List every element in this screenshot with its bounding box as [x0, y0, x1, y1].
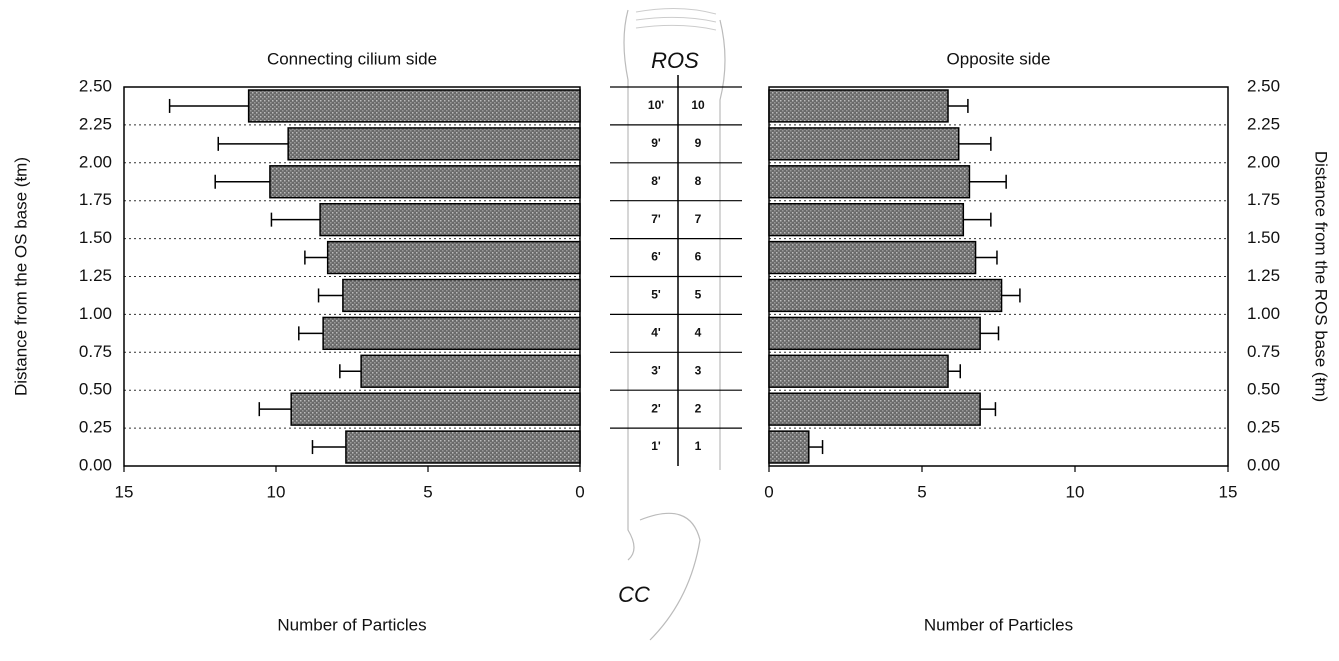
bar	[768, 240, 977, 275]
bar	[768, 165, 971, 199]
bar	[287, 127, 581, 161]
disk-label: 6	[695, 250, 702, 264]
x-tick-label: 15	[1219, 482, 1238, 501]
rod-diagram: ROS CC	[618, 7, 726, 641]
bar	[768, 392, 981, 426]
y-axis-label: Distance from the ROS base (ŧm)	[1312, 151, 1331, 402]
disk-label: 2'	[651, 401, 661, 415]
disk-label: 4'	[651, 326, 661, 340]
bar	[269, 165, 581, 199]
y-tick-label: 2.25	[79, 114, 112, 133]
bar	[768, 202, 965, 237]
disk-label: 10	[691, 98, 705, 112]
y-tick-label: 1.25	[1247, 266, 1280, 285]
x-tick-label: 5	[917, 482, 926, 501]
y-tick-label: 0.75	[79, 342, 112, 361]
disk-label: 6'	[651, 250, 661, 264]
y-tick-label: 2.00	[1247, 152, 1280, 171]
y-axis-label: Distance from the OS base (ŧm)	[11, 157, 30, 396]
bar	[290, 392, 581, 426]
bar	[768, 278, 1003, 313]
y-tick-label: 0.25	[1247, 418, 1280, 437]
y-tick-label: 0.50	[79, 380, 112, 399]
y-tick-label: 1.50	[79, 228, 112, 247]
bar	[319, 202, 581, 237]
x-tick-label: 5	[423, 482, 432, 501]
x-tick-label: 0	[575, 482, 584, 501]
disk-label: 3'	[651, 363, 661, 377]
disk-label: 5'	[651, 288, 661, 302]
y-tick-label: 1.25	[79, 266, 112, 285]
x-tick-label: 15	[115, 482, 134, 501]
disk-label: 8	[695, 174, 702, 188]
disk-label: 7	[695, 212, 702, 226]
disk-label: 4	[695, 326, 702, 340]
y-tick-label: 2.50	[79, 76, 112, 95]
bar	[326, 240, 581, 275]
y-tick-label: 0.50	[1247, 380, 1280, 399]
y-tick-label: 1.00	[79, 304, 112, 323]
bar	[247, 89, 581, 123]
y-tick-label: 0.25	[79, 418, 112, 437]
bar	[345, 430, 581, 464]
ros-label: ROS	[651, 48, 699, 73]
disk-label: 3	[695, 363, 702, 377]
y-tick-label: 2.00	[79, 152, 112, 171]
disk-label: 1'	[651, 439, 661, 453]
y-tick-label: 0.00	[79, 455, 112, 474]
bar	[360, 354, 581, 388]
bar	[768, 89, 949, 123]
bar	[768, 354, 949, 388]
chart-title: Opposite side	[947, 49, 1051, 68]
bar	[768, 127, 960, 161]
y-tick-label: 1.75	[79, 190, 112, 209]
x-axis-label: Number of Particles	[924, 615, 1073, 634]
y-tick-label: 2.50	[1247, 76, 1280, 95]
bar	[768, 430, 810, 464]
y-tick-label: 1.50	[1247, 228, 1280, 247]
disk-label: 2	[695, 401, 702, 415]
y-tick-label: 2.25	[1247, 114, 1280, 133]
bar	[342, 278, 581, 313]
disk-label: 1	[695, 439, 702, 453]
disk-label: 8'	[651, 174, 661, 188]
x-axis-label: Number of Particles	[277, 615, 426, 634]
chart-title: Connecting cilium side	[267, 49, 437, 68]
x-tick-label: 0	[764, 482, 773, 501]
disk-label: 5	[695, 288, 702, 302]
x-tick-label: 10	[267, 482, 286, 501]
bar	[322, 316, 581, 351]
cc-label: CC	[618, 582, 650, 607]
disk-label: 9'	[651, 136, 661, 150]
disk-label: 10'	[648, 98, 664, 112]
x-tick-label: 10	[1066, 482, 1085, 501]
bar	[768, 316, 981, 351]
plot-frame	[123, 86, 581, 467]
disk-label: 7'	[651, 212, 661, 226]
y-tick-label: 0.00	[1247, 455, 1280, 474]
y-tick-label: 0.75	[1247, 342, 1280, 361]
disk-label: 9	[695, 136, 702, 150]
plot-frame	[768, 86, 1229, 467]
y-tick-label: 1.00	[1247, 304, 1280, 323]
y-tick-label: 1.75	[1247, 190, 1280, 209]
